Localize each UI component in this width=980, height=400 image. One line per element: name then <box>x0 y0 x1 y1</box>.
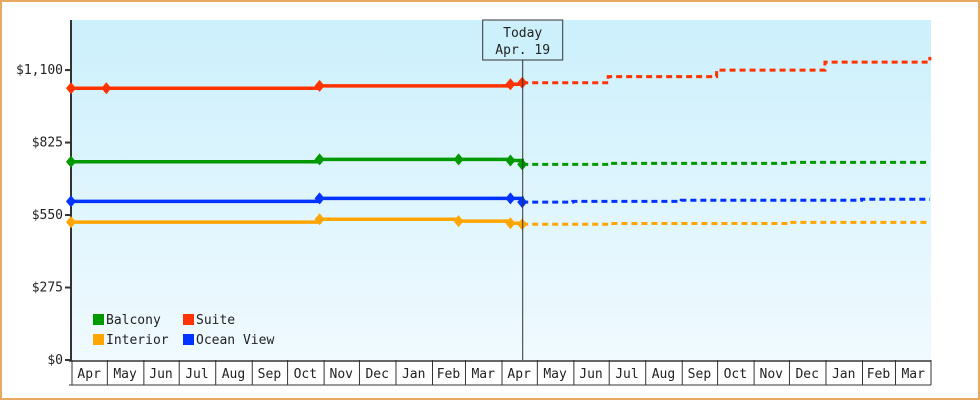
suite-data-point <box>505 78 516 91</box>
month-label: Jul <box>185 367 208 382</box>
month-label: Oct <box>294 367 317 382</box>
today-label-box <box>482 19 564 61</box>
ocean-view-data-point <box>314 192 325 205</box>
month-label: Jul <box>615 367 638 382</box>
month-label: Mar <box>471 367 495 382</box>
y-tick-label: $0 <box>47 353 63 368</box>
month-label: Aug <box>222 367 245 382</box>
interior-data-point <box>505 217 516 230</box>
today-title: Today <box>503 26 542 41</box>
interior-data-point <box>66 216 76 229</box>
y-tick-label: $825 <box>32 136 63 151</box>
month-label: Jan <box>402 367 425 382</box>
legend-label: Interior <box>106 333 169 348</box>
balcony-data-point <box>66 155 76 168</box>
plot-area <box>71 20 931 360</box>
month-label: Sep <box>688 367 712 382</box>
ocean-view-data-point <box>66 195 76 208</box>
balcony-data-point <box>314 153 325 166</box>
ocean-view-projection-line <box>522 197 930 204</box>
interior-data-point <box>453 215 464 228</box>
legend-label: Ocean View <box>196 333 274 348</box>
month-label: Aug <box>652 367 675 382</box>
legend-swatch <box>93 334 104 345</box>
balcony-projection-line <box>522 160 930 166</box>
today-date: Apr. 19 <box>495 43 550 58</box>
y-tick-label: $550 <box>32 208 63 223</box>
month-label: Apr <box>77 367 101 382</box>
month-label: Apr <box>507 367 531 382</box>
balcony-data-point <box>453 153 464 166</box>
suite-data-point <box>314 79 325 92</box>
interior-data-point <box>314 213 325 226</box>
month-label: Mar <box>901 367 925 382</box>
month-label: Jun <box>149 367 172 382</box>
legend-label: Suite <box>196 313 235 328</box>
y-tick-label: $1,100 <box>16 63 63 78</box>
legend-swatch <box>183 334 194 345</box>
month-label: Dec <box>795 367 818 382</box>
suite-data-point <box>66 82 76 95</box>
month-label: Dec <box>365 367 388 382</box>
month-label: May <box>113 367 137 382</box>
month-label: Sep <box>258 367 282 382</box>
suite-data-point <box>101 82 112 95</box>
y-tick-label: $275 <box>32 281 63 296</box>
month-label: Nov <box>760 367 784 382</box>
legend-label: Balcony <box>106 313 161 328</box>
interior-projection-line <box>522 220 930 226</box>
month-label: Feb <box>867 367 891 382</box>
month-label: Oct <box>724 367 747 382</box>
month-label: Feb <box>437 367 461 382</box>
balcony-data-point <box>505 154 516 167</box>
suite-projection-line <box>522 56 932 85</box>
ocean-view-data-point <box>505 192 516 205</box>
legend-swatch <box>93 314 104 325</box>
month-label: May <box>543 367 567 382</box>
month-label: Jan <box>832 367 855 382</box>
month-label: Nov <box>330 367 354 382</box>
month-label: Jun <box>579 367 602 382</box>
legend-swatch <box>183 314 194 325</box>
